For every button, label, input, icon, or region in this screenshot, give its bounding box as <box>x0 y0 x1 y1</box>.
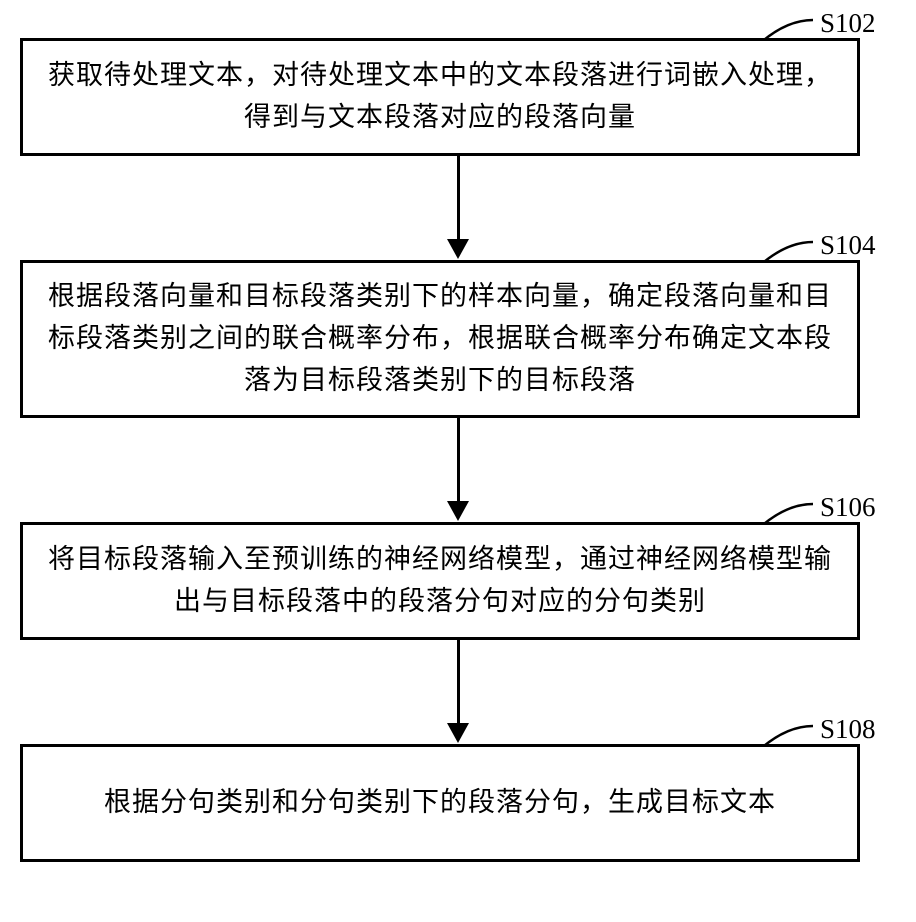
connector-arrow <box>447 501 469 521</box>
step-text-s104: 根据段落向量和目标段落类别下的样本向量，确定段落向量和目标段落类别之间的联合概率… <box>43 276 837 402</box>
step-label-text: S106 <box>820 492 876 522</box>
step-label-s108: S108 <box>820 714 876 745</box>
step-text-s108: 根据分句类别和分句类别下的段落分句，生成目标文本 <box>104 782 776 824</box>
step-label-text: S104 <box>820 230 876 260</box>
step-label-s102: S102 <box>820 8 876 39</box>
connector-1 <box>447 156 469 259</box>
step-label-s104: S104 <box>820 230 876 261</box>
step-label-s106: S106 <box>820 492 876 523</box>
step-box-s104: 根据段落向量和目标段落类别下的样本向量，确定段落向量和目标段落类别之间的联合概率… <box>20 260 860 418</box>
step-text-s102: 获取待处理文本，对待处理文本中的文本段落进行词嵌入处理，得到与文本段落对应的段落… <box>43 55 837 139</box>
connector-arrow <box>447 239 469 259</box>
connector-2 <box>447 418 469 521</box>
step-box-s106: 将目标段落输入至预训练的神经网络模型，通过神经网络模型输出与目标段落中的段落分句… <box>20 522 860 640</box>
step-box-s102: 获取待处理文本，对待处理文本中的文本段落进行词嵌入处理，得到与文本段落对应的段落… <box>20 38 860 156</box>
step-label-text: S108 <box>820 714 876 744</box>
connector-line <box>457 640 460 724</box>
step-box-s108: 根据分句类别和分句类别下的段落分句，生成目标文本 <box>20 744 860 862</box>
connector-line <box>457 156 460 240</box>
step-text-s106: 将目标段落输入至预训练的神经网络模型，通过神经网络模型输出与目标段落中的段落分句… <box>43 539 837 623</box>
flowchart-container: S102 获取待处理文本，对待处理文本中的文本段落进行词嵌入处理，得到与文本段落… <box>0 0 916 922</box>
connector-line <box>457 418 460 502</box>
connector-arrow <box>447 723 469 743</box>
connector-3 <box>447 640 469 743</box>
step-label-text: S102 <box>820 8 876 38</box>
